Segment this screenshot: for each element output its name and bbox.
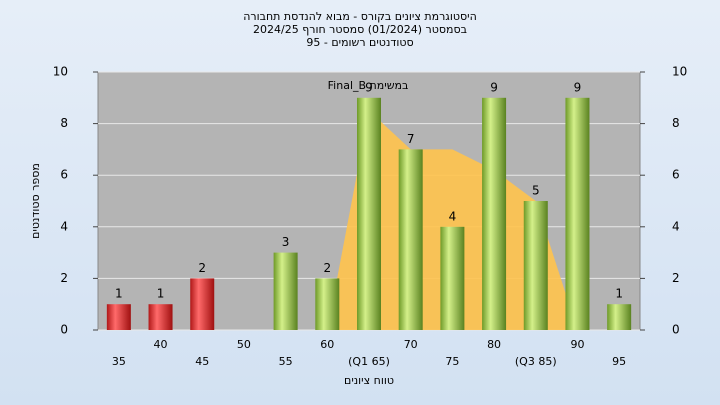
y2-tick-label: 8 [672, 116, 680, 130]
x-tick-label: 45 [195, 355, 209, 368]
data-label: 2 [198, 261, 206, 275]
x-tick-label: 40 [154, 338, 168, 351]
bar [315, 278, 340, 330]
x-tick-label: 95 [612, 355, 626, 368]
y-tick-label: 4 [60, 219, 68, 233]
x-axis-label: טווח ציונים [344, 374, 394, 387]
bar [523, 201, 548, 330]
data-label: 1 [157, 287, 165, 301]
data-label: 9 [365, 80, 373, 94]
bar [607, 304, 632, 330]
y-tick-label: 6 [60, 168, 68, 182]
y-tick-label: 2 [60, 271, 68, 285]
x-tick-label: 75 [445, 355, 459, 368]
bar [148, 304, 173, 330]
data-label: 4 [449, 209, 457, 223]
y2-tick-label: 0 [672, 323, 680, 337]
annotation: במשימת Final_B [328, 79, 409, 92]
y2-tick-label: 6 [672, 168, 680, 182]
x-tick-label: 35 [112, 355, 126, 368]
x-tick-label: 70 [404, 338, 418, 351]
data-label: 2 [323, 261, 331, 275]
y2-tick-label: 2 [672, 271, 680, 285]
bar [106, 304, 131, 330]
bar [565, 97, 590, 330]
x-tick-label: 60 [320, 338, 334, 351]
x-tick-label: 80 [487, 338, 501, 351]
bar [273, 252, 298, 330]
chart-subtitle: סטודנטים רשומים - 95 [306, 36, 413, 49]
x-tick-label: (Q1 65) [348, 355, 390, 368]
y2-tick-label: 10 [672, 65, 687, 79]
data-label: 5 [532, 184, 540, 198]
y2-tick-label: 4 [672, 219, 680, 233]
chart-title: היסטוגרמת ציונים בקורס - מבוא להנדסת תחב… [243, 10, 477, 23]
y-tick-label: 8 [60, 116, 68, 130]
chart-subtitle: בסמסטר (01/2024) סמסטר חורף 2024/25 [253, 23, 467, 36]
bar [440, 226, 465, 330]
x-tick-label: (Q3 85) [515, 355, 557, 368]
bar [398, 149, 423, 330]
y-tick-label: 10 [53, 65, 68, 79]
x-tick-label: 50 [237, 338, 251, 351]
data-label: 7 [407, 132, 415, 146]
data-label: 9 [490, 80, 498, 94]
bar [357, 97, 381, 330]
bar [190, 278, 215, 330]
y-tick-label: 0 [60, 323, 68, 337]
data-label: 1 [115, 287, 123, 301]
area [327, 110, 578, 330]
data-label: 9 [574, 80, 582, 94]
x-tick-label: 55 [279, 355, 293, 368]
data-label: 3 [282, 235, 290, 249]
x-tick-label: 90 [570, 338, 584, 351]
data-label: 1 [615, 287, 623, 301]
bar [482, 97, 507, 330]
y-axis-label: מספר סטודנטים [29, 163, 42, 239]
